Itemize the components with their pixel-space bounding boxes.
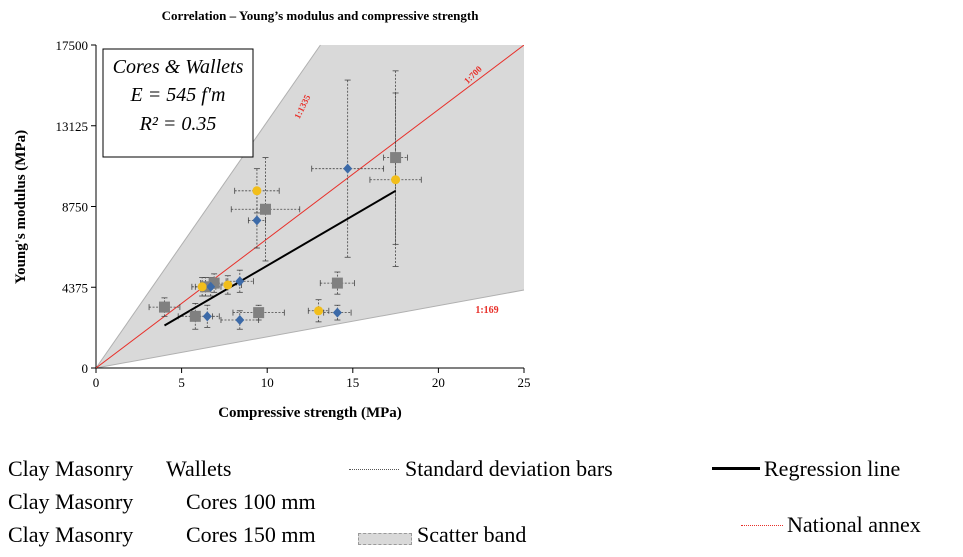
national-annex-legend-icon	[741, 525, 783, 526]
legend-wallets-part2: Wallets	[166, 456, 232, 481]
x-tick-label: 15	[346, 375, 359, 390]
ratio-label-lower: 1:169	[475, 305, 498, 316]
legend-item-cores150-2: Cores 150 mm	[186, 524, 316, 546]
data-point-wallets	[208, 277, 220, 289]
data-point-cores100	[252, 215, 262, 226]
data-point-cores150	[252, 186, 262, 196]
data-point-wallets	[259, 203, 271, 215]
data-point-cores100	[202, 311, 212, 322]
data-point-wallets	[331, 277, 343, 289]
legend-item-national-annex[interactable]: National annex	[787, 514, 921, 536]
annotation-line-2: E = 545 f'm	[130, 84, 226, 106]
y-tick-label: 17500	[56, 38, 89, 53]
legend-item-scatter-band[interactable]: Scatter band	[417, 524, 526, 546]
std-bars-legend-icon	[349, 469, 399, 470]
data-point-cores150	[391, 175, 401, 185]
legend-item-wallets[interactable]: Clay Masonry	[8, 458, 133, 480]
data-point-cores100	[343, 163, 353, 174]
data-point-cores100	[235, 315, 245, 326]
data-point-cores150	[314, 306, 324, 316]
plot-area: 0 5 10 15 20 25 0 4375 8750 13125 17500	[56, 38, 531, 390]
data-point-cores100	[206, 281, 216, 292]
y-tick-label: 0	[82, 361, 89, 376]
scatter-band-legend-icon	[358, 533, 412, 545]
annotation-box	[102, 48, 254, 158]
legend-item-regression[interactable]: Regression line	[764, 458, 900, 480]
legend-item-wallets-2: Wallets	[166, 458, 231, 480]
legend-cores150-part1: Clay Masonry	[8, 522, 134, 547]
x-tick-label: 10	[261, 375, 274, 390]
annotation-line-1: Cores & Wallets	[113, 56, 244, 78]
x-tick-label: 0	[93, 375, 100, 390]
legend-national-annex-label: National annex	[787, 512, 921, 537]
data-point-cores100	[235, 276, 245, 287]
data-point-wallets	[253, 307, 265, 319]
data-point-cores100	[332, 307, 342, 318]
data-point-wallets	[158, 301, 170, 313]
legend-wallets-part1: Clay Masonry	[8, 456, 134, 481]
national-annex-line	[96, 45, 524, 368]
legend-std-bars-label: Standard deviation bars	[405, 456, 613, 481]
annotation-line-3: R² = 0.35	[139, 113, 217, 135]
y-axis-title: Young's modulus (MPa)	[13, 130, 29, 284]
legend-scatter-band-label: Scatter band	[417, 522, 527, 547]
data-point-wallets	[390, 152, 402, 164]
band-upper-line	[95, 44, 321, 369]
legend-cores100-part2: Cores 100 mm	[186, 489, 316, 514]
legend-item-std-bars[interactable]: Standard deviation bars	[405, 458, 613, 480]
x-tick-label: 5	[178, 375, 185, 390]
legend-item-cores100-2: Cores 100 mm	[186, 491, 316, 513]
legend-cores100-part1: Clay Masonry	[8, 489, 134, 514]
legend-regression-label: Regression line	[764, 456, 901, 481]
x-axis-title: Compressive strength (MPa)	[218, 405, 402, 421]
y-tick-label: 13125	[56, 119, 89, 134]
x-tick-label: 20	[432, 375, 445, 390]
band-lower-line	[95, 289, 525, 369]
data-point-wallets	[189, 310, 201, 322]
data-point-cores150	[223, 280, 233, 290]
x-tick-label: 25	[518, 375, 531, 390]
data-point-cores150	[197, 282, 207, 292]
legend-item-cores150[interactable]: Clay Masonry	[8, 524, 133, 546]
chart-title: Correlation – Young’s modulus and compre…	[162, 8, 480, 23]
y-tick-label: 4375	[62, 280, 88, 295]
legend-cores150-part2: Cores 150 mm	[186, 522, 316, 547]
regression-line	[163, 189, 397, 327]
y-tick-label: 8750	[62, 200, 88, 215]
regression-legend-icon	[712, 467, 760, 470]
legend-item-cores100[interactable]: Clay Masonry	[8, 491, 133, 513]
